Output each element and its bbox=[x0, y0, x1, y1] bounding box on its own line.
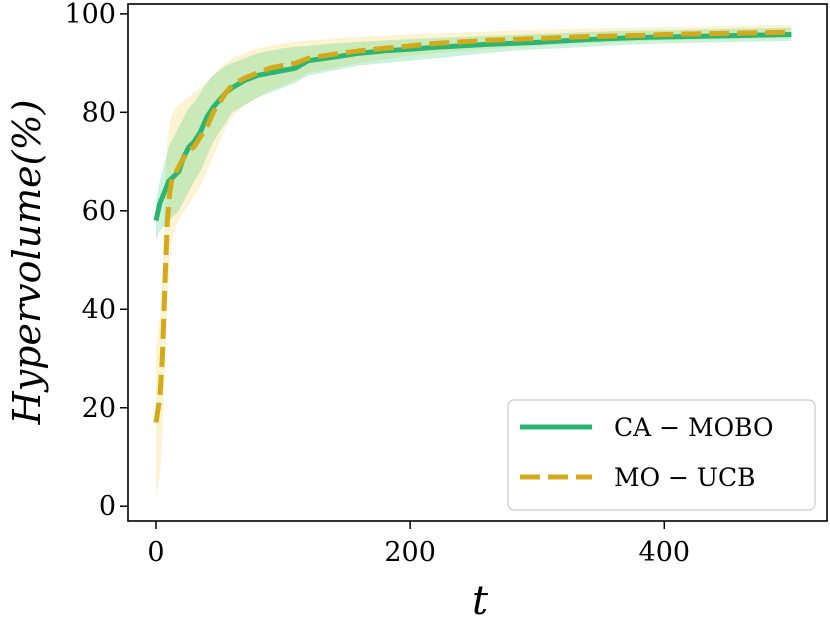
x-tick-label: 200 bbox=[384, 537, 436, 568]
confidence-band-mo-ucb bbox=[156, 24, 792, 497]
legend: CA − MOBO MO − UCB bbox=[507, 399, 816, 511]
y-tick-label: 80 bbox=[82, 97, 116, 128]
y-tick-label: 20 bbox=[82, 393, 116, 424]
x-tick-label: 400 bbox=[639, 537, 691, 568]
x-axis-ticks: 0 200 400 bbox=[147, 521, 690, 568]
plot-frame bbox=[127, 3, 828, 522]
y-tick-label: 100 bbox=[64, 0, 116, 30]
y-axis-ticks: 0 20 40 60 80 100 bbox=[64, 0, 128, 522]
legend-label-ca-mobo: CA − MOBO bbox=[614, 413, 773, 442]
x-axis-label: t bbox=[472, 578, 489, 622]
x-tick-label: 0 bbox=[147, 537, 164, 568]
series-line-mo-ucb bbox=[153, 29, 792, 423]
confidence-bands bbox=[156, 24, 792, 497]
legend-label-mo-ucb: MO − UCB bbox=[614, 463, 756, 492]
y-axis-label: Hypervolume(%) bbox=[5, 100, 49, 426]
y-tick-label: 40 bbox=[82, 294, 116, 325]
y-tick-label: 60 bbox=[82, 196, 116, 227]
y-tick-label: 0 bbox=[99, 491, 116, 522]
series-lines bbox=[153, 29, 792, 423]
